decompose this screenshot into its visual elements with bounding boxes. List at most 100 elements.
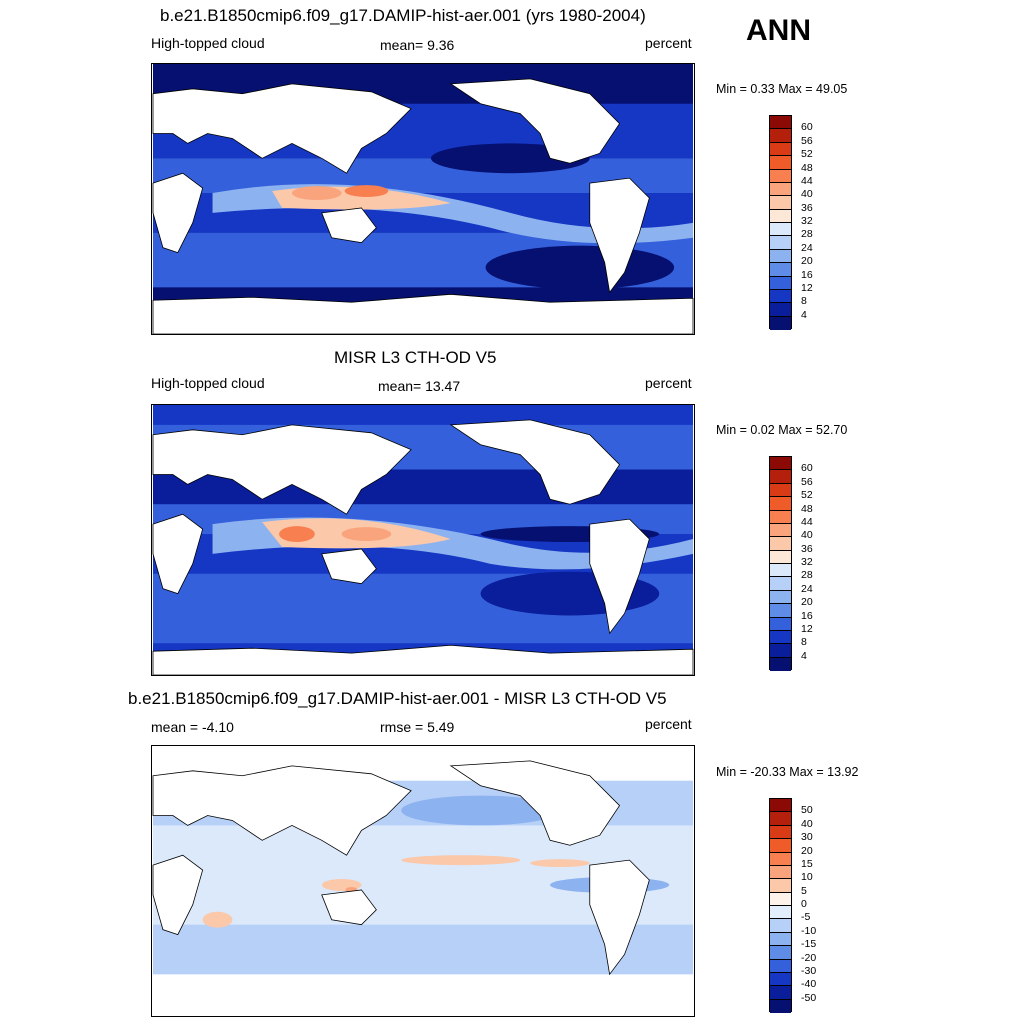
colorbar-swatch [770, 289, 791, 304]
panel-3-title: b.e21.B1850cmip6.f09_g17.DAMIP-hist-aer.… [128, 689, 667, 708]
colorbar-swatch [770, 630, 791, 645]
colorbar-tick-label: 16 [801, 609, 813, 622]
colorbar-swatch [770, 156, 791, 170]
colorbar-tick-label: -15 [801, 938, 817, 951]
colorbar-swatch [770, 919, 791, 933]
panel-2-map [151, 404, 695, 676]
colorbar-swatch [770, 523, 791, 538]
colorbar-tick-label: 28 [801, 569, 813, 582]
colorbar-swatch [770, 812, 791, 826]
panel-1-title: b.e21.B1850cmip6.f09_g17.DAMIP-hist-aer.… [160, 6, 646, 25]
colorbar-tick-label: 8 [801, 636, 807, 649]
colorbar-swatch [770, 550, 791, 564]
colorbar-tick-label: 36 [801, 201, 813, 214]
colorbar-tick-label: -10 [801, 924, 817, 937]
colorbar-swatch [770, 892, 791, 906]
colorbar-tick-label: 30 [801, 831, 813, 844]
panel-2-colorbar [769, 456, 792, 671]
colorbar-swatch [770, 457, 791, 471]
panel-3-map [151, 745, 695, 1017]
colorbar-swatch [770, 644, 791, 658]
colorbar-swatch [770, 169, 791, 183]
colorbar-tick-label: 52 [801, 148, 813, 161]
colorbar-swatch [770, 564, 791, 578]
colorbar-tick-label: 20 [801, 844, 813, 857]
panel-2-left-label: High-topped cloud [151, 375, 265, 391]
colorbar-tick-label: -5 [801, 911, 811, 924]
colorbar-tick-label: 32 [801, 556, 813, 568]
colorbar-swatch [770, 577, 791, 591]
colorbar-swatch [770, 236, 791, 250]
panel-2-title: MISR L3 CTH-OD V5 [334, 348, 497, 367]
colorbar-swatch [770, 182, 791, 197]
colorbar-tick-label: 20 [801, 255, 813, 268]
panel-3-colorbar-ticks: 50 40 30 20 15 10 5 0 -5 -10 -15 -20 -30 -40 -50 [801, 798, 841, 1012]
colorbar-tick-label: 20 [801, 596, 813, 609]
panel-1-map [151, 63, 695, 335]
colorbar-swatch [770, 825, 791, 840]
colorbar-swatch [770, 906, 791, 920]
colorbar-tick-label: 50 [801, 804, 813, 817]
panel-2-colorbar-ticks: 60 56 52 48 44 40 36 32 28 24 20 16 12 8 4 [801, 456, 841, 670]
colorbar-tick-label: -30 [801, 964, 817, 977]
colorbar-swatch [770, 799, 791, 813]
season-label: ANN [746, 14, 811, 47]
colorbar-tick-label: 24 [801, 241, 813, 254]
panel-1-colorbar-ticks: 60 56 52 48 44 40 36 32 28 24 20 16 12 8 4 [801, 115, 841, 329]
colorbar-tick-label: 48 [801, 161, 813, 174]
colorbar-swatch [770, 249, 791, 264]
panel-1-colorbar [769, 115, 792, 330]
colorbar-swatch [770, 852, 791, 866]
colorbar-swatch [770, 116, 791, 130]
panel-2-minmax: Min = 0.02 Max = 52.70 [716, 423, 848, 437]
colorbar-tick-label: -40 [801, 978, 817, 991]
colorbar-swatch [770, 839, 791, 853]
colorbar-swatch [770, 986, 791, 1000]
colorbar-swatch [770, 470, 791, 484]
colorbar-swatch [770, 657, 791, 671]
colorbar-tick-label: 60 [801, 462, 813, 475]
colorbar-tick-label: -20 [801, 951, 817, 964]
colorbar-swatch [770, 129, 791, 143]
colorbar-tick-label: 4 [801, 649, 807, 662]
colorbar-swatch [770, 263, 791, 277]
colorbar-tick-label: 44 [801, 174, 813, 187]
panel-3-minmax: Min = -20.33 Max = 13.92 [716, 765, 859, 779]
colorbar-swatch [770, 946, 791, 960]
colorbar-tick-label: 44 [801, 515, 813, 528]
panel-2-mean: mean= 13.47 [378, 378, 461, 394]
colorbar-tick-label: 8 [801, 295, 807, 308]
colorbar-tick-label: 32 [801, 215, 813, 227]
colorbar-tick-label: 40 [801, 188, 813, 201]
colorbar-tick-label: 60 [801, 121, 813, 134]
panel-1-units: percent [645, 35, 692, 51]
colorbar-tick-label: 12 [801, 622, 813, 635]
colorbar-tick-label: 40 [801, 529, 813, 542]
colorbar-swatch [770, 316, 791, 330]
colorbar-swatch [770, 196, 791, 210]
colorbar-tick-label: -50 [801, 991, 817, 1004]
colorbar-swatch [770, 223, 791, 237]
colorbar-tick-label: 56 [801, 134, 813, 147]
colorbar-swatch [770, 972, 791, 987]
panel-2-units: percent [645, 375, 692, 391]
colorbar-tick-label: 12 [801, 281, 813, 294]
colorbar-tick-label: 15 [801, 857, 813, 870]
colorbar-swatch [770, 604, 791, 618]
colorbar-tick-label: 56 [801, 475, 813, 488]
panel-3-colorbar [769, 798, 792, 1013]
colorbar-tick-label: 48 [801, 502, 813, 515]
panel-3-rmse: rmse = 5.49 [380, 719, 455, 735]
panel-1-mean: mean= 9.36 [380, 37, 455, 53]
colorbar-tick-label: 28 [801, 228, 813, 241]
colorbar-tick-label: 16 [801, 268, 813, 281]
panel-1-left-label: High-topped cloud [151, 35, 265, 51]
colorbar-swatch [770, 617, 791, 631]
colorbar-swatch [770, 483, 791, 498]
panel-1-minmax: Min = 0.33 Max = 49.05 [716, 82, 848, 96]
colorbar-swatch [770, 142, 791, 157]
colorbar-tick-label: 52 [801, 489, 813, 502]
colorbar-tick-label: 40 [801, 817, 813, 830]
colorbar-swatch [770, 959, 791, 973]
colorbar-swatch [770, 303, 791, 317]
